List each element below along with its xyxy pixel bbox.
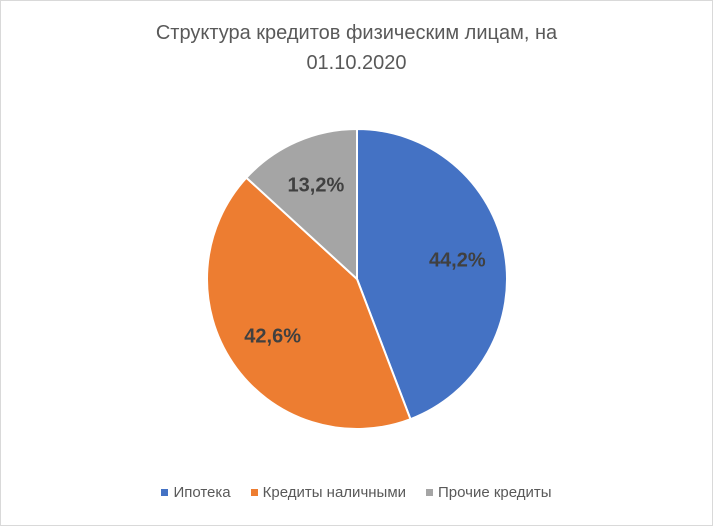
chart-title-line-2: 01.10.2020 bbox=[306, 52, 407, 74]
pie-slice-2 bbox=[206, 176, 412, 430]
pie-data-label-3: 13,2% bbox=[288, 175, 345, 197]
legend-label-1: Ипотека bbox=[173, 484, 231, 501]
chart-title: Структура кредитов физическим лицам, на … bbox=[0, 18, 713, 78]
pie-data-label-2: 42,6% bbox=[244, 325, 301, 347]
legend-swatch-2 bbox=[250, 489, 258, 496]
pie-slice-3 bbox=[244, 127, 358, 282]
pie-slice-1 bbox=[356, 127, 508, 421]
legend-label-3: Прочие кредиты bbox=[438, 484, 552, 501]
pie-data-labels: 44,2% 42,6% 13,2% bbox=[244, 175, 486, 348]
legend-item-3: Прочие кредиты bbox=[426, 484, 552, 501]
chart-legend: Ипотека Кредиты наличными Прочие кредиты bbox=[0, 484, 713, 501]
legend-label-2: Кредиты наличными bbox=[262, 484, 407, 501]
chart-title-line-1: Структура кредитов физическим лицам, на bbox=[155, 22, 558, 44]
legend-item-2: Кредиты наличными bbox=[250, 484, 407, 501]
legend-swatch-3 bbox=[426, 489, 434, 496]
legend-item-1: Ипотека bbox=[161, 484, 231, 501]
pie-slices bbox=[206, 127, 508, 430]
pie-data-label-1: 44,2% bbox=[429, 250, 486, 272]
legend-swatch-1 bbox=[161, 489, 169, 496]
